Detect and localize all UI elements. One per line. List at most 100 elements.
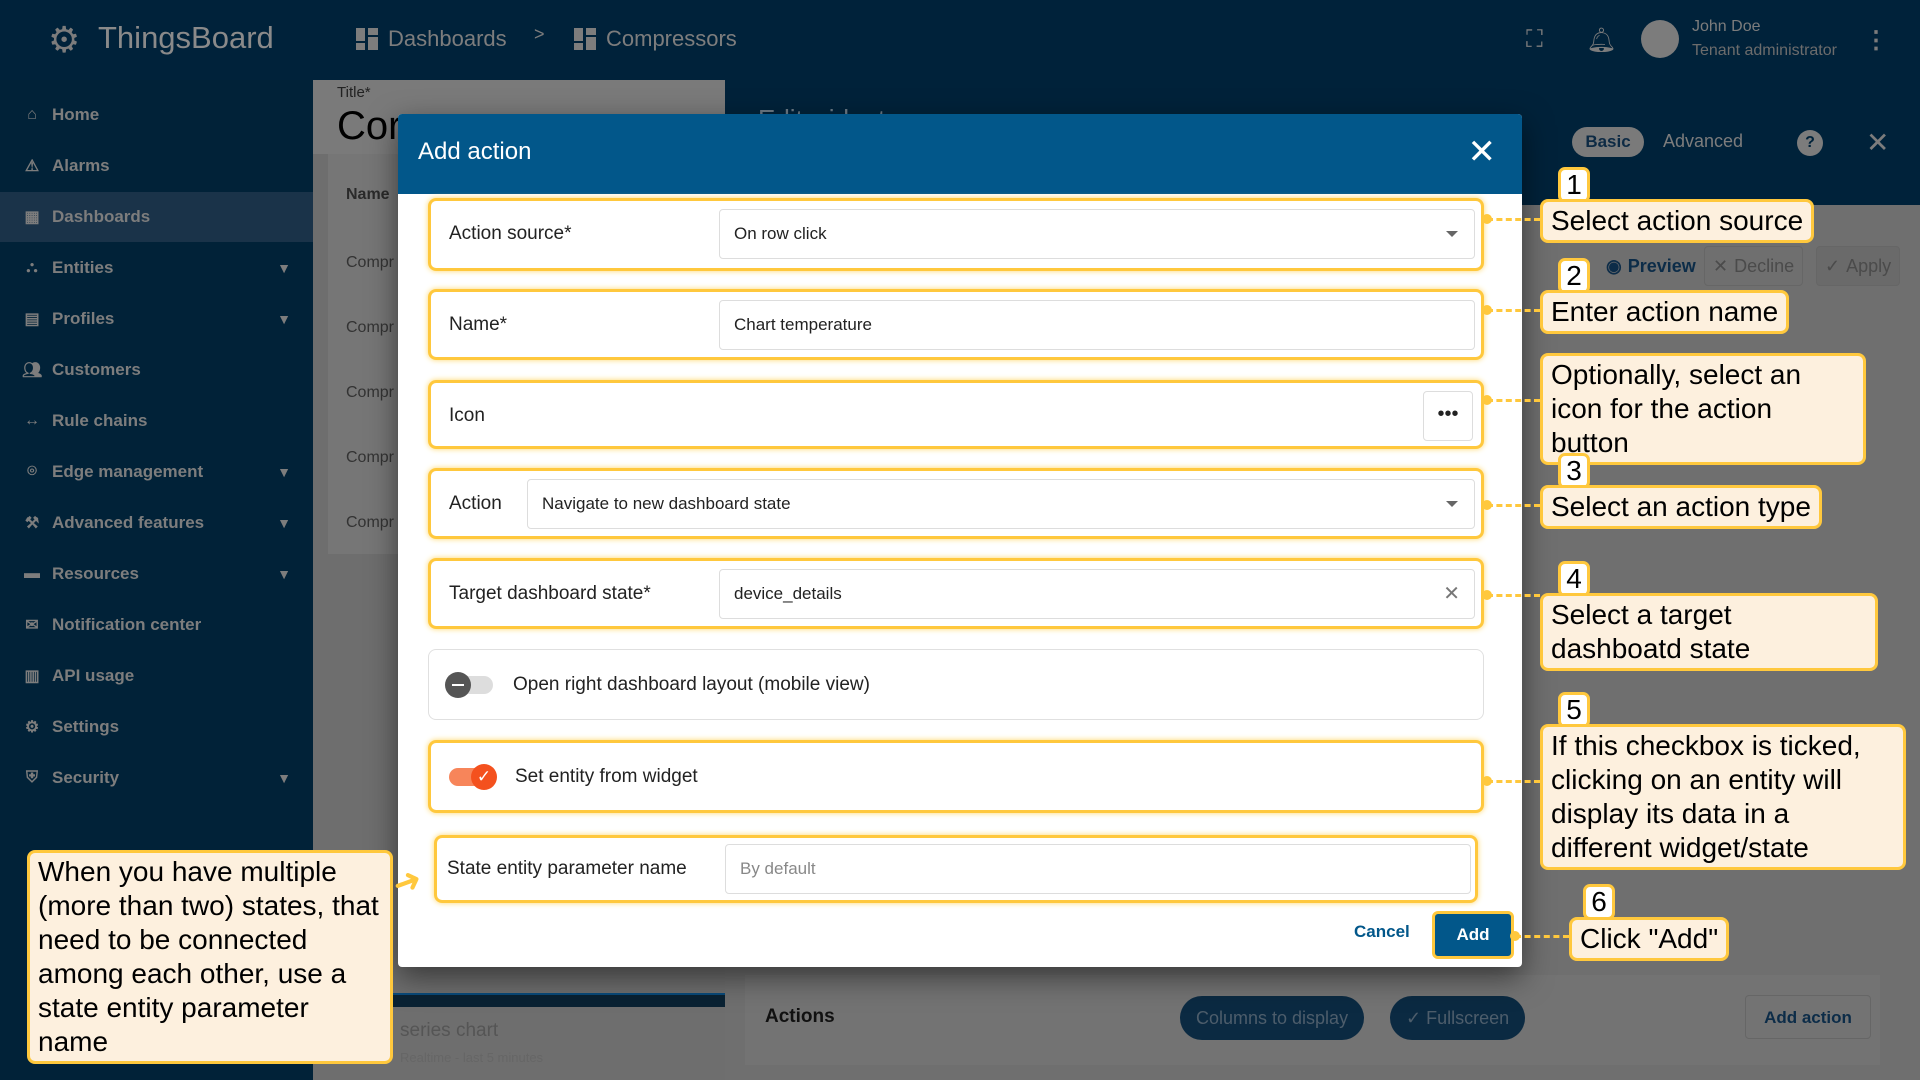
cancel-button[interactable]: Cancel [1354,922,1410,941]
sidebar-item-entities[interactable]: ⛬ Entities ▼ [0,243,313,293]
apply-button[interactable]: ✓ Apply [1816,246,1901,286]
dashboard-icon [356,28,378,50]
sidebar-item-label: Alarms [52,156,110,175]
fullscreen-chip[interactable]: ✓ Fullscreen [1390,996,1526,1040]
set-entity-toggle[interactable]: ✓ [449,764,497,790]
close-icon[interactable]: ✕ [1866,127,1890,158]
breadcrumb-label: Compressors [606,26,737,51]
sidebar-item-label: Customers [52,360,141,379]
widget-subtitle: Realtime - last 5 minutes [400,1050,544,1065]
toggle-knob [445,672,471,698]
actions-label: Actions [765,1006,835,1027]
close-icon[interactable]: ✕ [1467,133,1497,171]
sidebar-item-rule-chains[interactable]: ↔ Rule chains [0,396,313,446]
more-vert-icon[interactable]: ⋮ [1864,27,1888,54]
chevron-down-icon[interactable]: ▼ [277,770,291,786]
columns-to-display-chip[interactable]: Columns to display [1180,996,1365,1040]
mode-basic-toggle[interactable]: Basic [1572,127,1644,157]
sidebar-item-customers[interactable]: 👥︎ Customers [0,345,313,395]
breadcrumb-dashboards[interactable]: Dashboards [356,26,507,52]
chart-icon: ▥ [24,668,40,685]
sidebar-item-security[interactable]: ⛨ Security ▼ [0,753,313,803]
sidebar-item-label: Rule chains [52,411,148,430]
sidebar-item-label: Resources [52,564,139,583]
callout-number: 6 [1583,884,1615,920]
sidebar-item-advanced-features[interactable]: ⚒ Advanced features ▼ [0,498,313,548]
list-header: Name [346,186,390,203]
edge-icon: ⌾ [27,463,37,480]
sidebar-item-home[interactable]: ⌂ Home [0,90,313,140]
home-icon: ⌂ [27,106,37,123]
chevron-down-icon[interactable]: ▼ [277,566,291,582]
breadcrumb-label: Dashboards [388,26,507,51]
mode-advanced-toggle[interactable]: Advanced [1663,131,1744,151]
dashboard-icon [574,28,596,50]
dropdown-arrow-icon [1446,501,1458,507]
name-value: Chart temperature [734,315,872,334]
leader-line [1487,218,1540,221]
user-role: Tenant administrator [1692,42,1837,59]
sidebar-item-dashboards[interactable]: ▦ Dashboards [0,192,313,242]
decline-button[interactable]: ✕ Decline [1704,246,1804,286]
add-action-button[interactable]: Add action [1745,995,1871,1039]
target-state-input[interactable]: device_details ✕ [719,569,1475,619]
breadcrumb-separator: > [534,24,545,44]
breadcrumb-compressors[interactable]: Compressors [574,26,737,52]
leader-line [1487,780,1540,783]
fullscreen-chip-label: Fullscreen [1426,1008,1510,1028]
dialog-title: Add action [418,138,532,165]
sidebar-item-label: Entities [52,258,114,277]
preview-button[interactable]: ◉ Preview [1598,246,1704,286]
leader-line [1487,309,1540,312]
avatar[interactable] [1641,20,1679,58]
sidebar-item-edge-management[interactable]: ⌾ Edge management ▼ [0,447,313,497]
sidebar-item-api-usage[interactable]: ▥ API usage [0,651,313,701]
fullscreen-icon[interactable]: ⛶ [1526,26,1543,53]
help-icon[interactable]: ? [1797,130,1823,156]
leader-dot [1482,305,1492,315]
entities-icon: ⛬ [26,259,38,276]
action-type-select[interactable]: Navigate to new dashboard state [527,479,1475,529]
callout-number: 1 [1558,167,1590,203]
dropdown-arrow-icon [1446,231,1458,237]
action-source-label: Action source* [449,223,572,244]
icon-picker-button[interactable]: ••• [1423,391,1473,441]
add-button[interactable]: Add [1432,911,1514,959]
callout-set-entity-checkbox: If this checkbox is ticked, clicking on … [1540,724,1906,870]
name-input[interactable]: Chart temperature [719,300,1475,350]
preview-label: Preview [1627,255,1696,276]
callout-number: 2 [1558,258,1590,294]
open-right-layout-label: Open right dashboard layout (mobile view… [513,674,870,695]
chevron-down-icon[interactable]: ▼ [277,260,291,276]
tools-icon: ⚒ [24,515,40,532]
action-source-select[interactable]: On row click [719,209,1475,259]
icon-label: Icon [449,405,485,426]
action-type-value: Navigate to new dashboard state [542,494,791,513]
state-param-row: State entity parameter name By default [434,835,1478,903]
sidebar-item-label: Advanced features [52,513,205,532]
chevron-down-icon[interactable]: ▼ [277,464,291,480]
warning-icon: ⚠ [24,158,40,175]
state-param-input[interactable]: By default [725,844,1471,894]
profiles-icon: ▤ [24,311,40,328]
sidebar-item-settings[interactable]: ⚙ Settings [0,702,313,752]
set-entity-label: Set entity from widget [515,766,698,787]
sidebar-item-resources[interactable]: ▬ Resources ▼ [0,549,313,599]
clear-icon[interactable]: ✕ [1443,583,1460,605]
action-source-row: Action source* On row click [428,198,1484,271]
sidebar-item-profiles[interactable]: ▤ Profiles ▼ [0,294,313,344]
open-right-layout-toggle[interactable] [445,672,493,698]
leader-dot [1482,214,1492,224]
chevron-down-icon[interactable]: ▼ [277,515,291,531]
action-type-row: Action Navigate to new dashboard state [428,468,1484,539]
leader-dot [1482,776,1492,786]
sidebar-item-alarms[interactable]: ⚠ Alarms [0,141,313,191]
leader-line [1487,594,1540,597]
check-icon: ✓ [1406,1008,1427,1028]
dialog-header: Add action ✕ [398,114,1522,194]
leader-dot [1482,500,1492,510]
sidebar-item-notification-center[interactable]: ✉ Notification center [0,600,313,650]
chevron-down-icon[interactable]: ▼ [277,311,291,327]
target-state-row: Target dashboard state* device_details ✕ [428,558,1484,629]
bell-icon[interactable]: 🔔︎ [1586,27,1617,54]
